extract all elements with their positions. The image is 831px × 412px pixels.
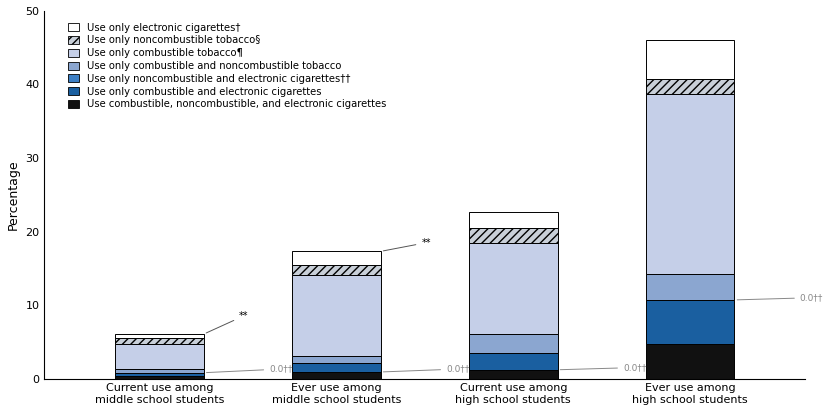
Bar: [469, 212, 558, 228]
Text: **: **: [206, 311, 248, 333]
Bar: [293, 265, 381, 275]
Bar: [646, 344, 735, 379]
Bar: [116, 377, 204, 379]
Bar: [293, 275, 381, 356]
Text: 0.0††: 0.0††: [206, 365, 293, 374]
Text: 0.0††: 0.0††: [560, 363, 647, 372]
Y-axis label: Percentage: Percentage: [7, 159, 20, 230]
Text: **: **: [383, 238, 430, 251]
Bar: [293, 356, 381, 363]
Bar: [116, 334, 204, 338]
Bar: [293, 363, 381, 372]
Bar: [469, 228, 558, 243]
Bar: [469, 370, 558, 379]
Bar: [646, 94, 735, 274]
Bar: [116, 338, 204, 344]
Legend: Use only electronic cigarettes†, Use only noncombustible tobacco§, Use only comb: Use only electronic cigarettes†, Use onl…: [65, 20, 389, 112]
Bar: [646, 274, 735, 300]
Text: 0.0††: 0.0††: [383, 365, 470, 374]
Bar: [469, 353, 558, 370]
Bar: [646, 300, 735, 344]
Bar: [646, 80, 735, 94]
Bar: [646, 40, 735, 80]
Bar: [116, 344, 204, 370]
Bar: [116, 373, 204, 377]
Bar: [293, 372, 381, 379]
Bar: [293, 251, 381, 265]
Text: 0.0††: 0.0††: [737, 293, 824, 302]
Bar: [469, 335, 558, 353]
Bar: [469, 243, 558, 335]
Bar: [116, 370, 204, 373]
